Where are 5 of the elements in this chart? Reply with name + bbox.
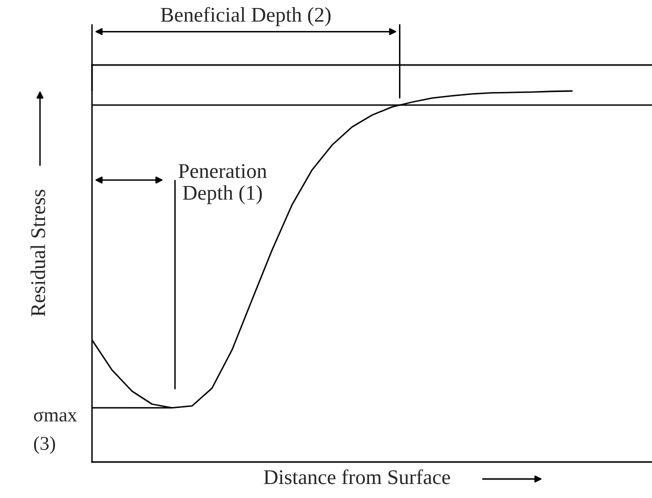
y-axis-title: Residual Stress bbox=[30, 190, 46, 316]
ref-line-label: σmax (3) bbox=[34, 411, 77, 454]
text: Beneficial Depth (2) bbox=[160, 6, 331, 26]
x-axis-title: Distance from Surface bbox=[264, 469, 450, 484]
annotation: Peneration Depth (1) bbox=[178, 164, 267, 204]
